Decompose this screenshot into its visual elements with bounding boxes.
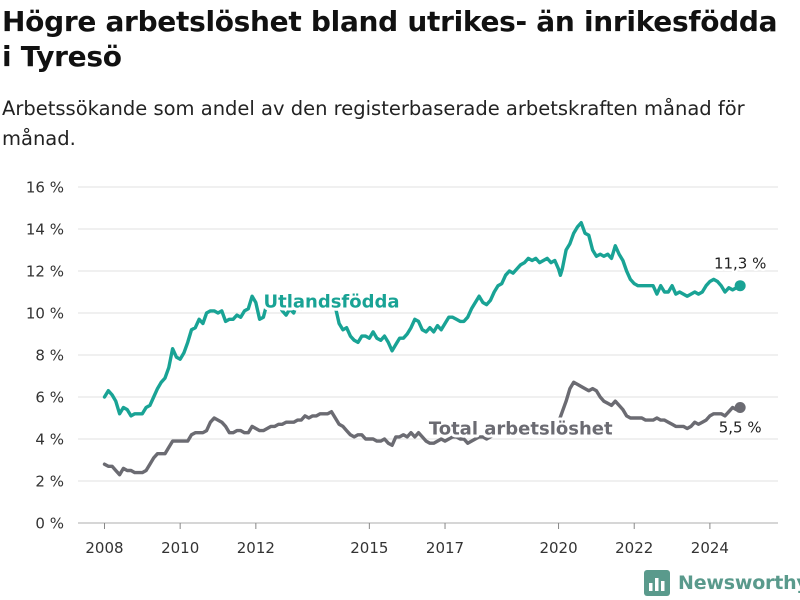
y-tick-label: 4 % xyxy=(35,431,64,449)
series-line-total xyxy=(102,380,742,477)
series-label-total-halo: Total arbetslöshet xyxy=(429,419,613,440)
y-tick-label: 10 % xyxy=(26,305,64,323)
y-tick-label: 8 % xyxy=(35,347,64,365)
y-tick-label: 14 % xyxy=(26,221,64,239)
bar-chart-icon xyxy=(644,570,670,596)
x-tick-label: 2012 xyxy=(237,539,275,557)
series-lines xyxy=(102,221,746,477)
end-label-utlandsfodda-halo: 11,3 % xyxy=(714,255,766,273)
brand-logo: Newsworthy xyxy=(644,568,800,598)
x-tick-label: 2022 xyxy=(615,539,653,557)
x-tick-label: 2017 xyxy=(426,539,464,557)
x-tick-label: 2008 xyxy=(85,539,123,557)
x-axis: 2008 2010 2012 2015 2017 2020 2022 2024 xyxy=(85,523,729,557)
y-tick-label: 2 % xyxy=(35,473,64,491)
series-line-utlandsfodda xyxy=(102,221,742,418)
y-tick-label: 0 % xyxy=(35,515,64,533)
end-label-total: 5,5 % xyxy=(719,419,762,437)
series-label-total: Total arbetslöshet xyxy=(429,419,613,440)
y-tick-label: 12 % xyxy=(26,263,64,281)
chart-subtitle: Arbetssökande som andel av den registerb… xyxy=(2,97,745,150)
end-point-total xyxy=(734,402,746,413)
end-label-utlandsfodda: 11,3 % xyxy=(714,255,766,273)
y-axis: 0 % 2 % 4 % 6 % 8 % 10 % 12 % 14 % 16 % xyxy=(26,179,64,533)
chart-title: Högre arbetslöshet bland utrikes- än inr… xyxy=(2,5,778,73)
series-label-utlandsfodda: Utlandsfödda xyxy=(263,292,399,313)
x-tick-label: 2010 xyxy=(161,539,199,557)
y-tick-label: 16 % xyxy=(26,179,64,197)
gridlines xyxy=(78,186,778,524)
x-tick-label: 2024 xyxy=(691,539,729,557)
x-tick-label: 2015 xyxy=(350,539,388,557)
end-label-total-halo: 5,5 % xyxy=(719,419,762,437)
series-label-utlandsfodda-halo: Utlandsfödda xyxy=(263,292,399,313)
x-tick-label: 2020 xyxy=(539,539,577,557)
brand-name: Newsworthy xyxy=(678,572,800,594)
end-point-utlandsfodda xyxy=(734,280,746,292)
y-tick-label: 6 % xyxy=(35,389,64,407)
